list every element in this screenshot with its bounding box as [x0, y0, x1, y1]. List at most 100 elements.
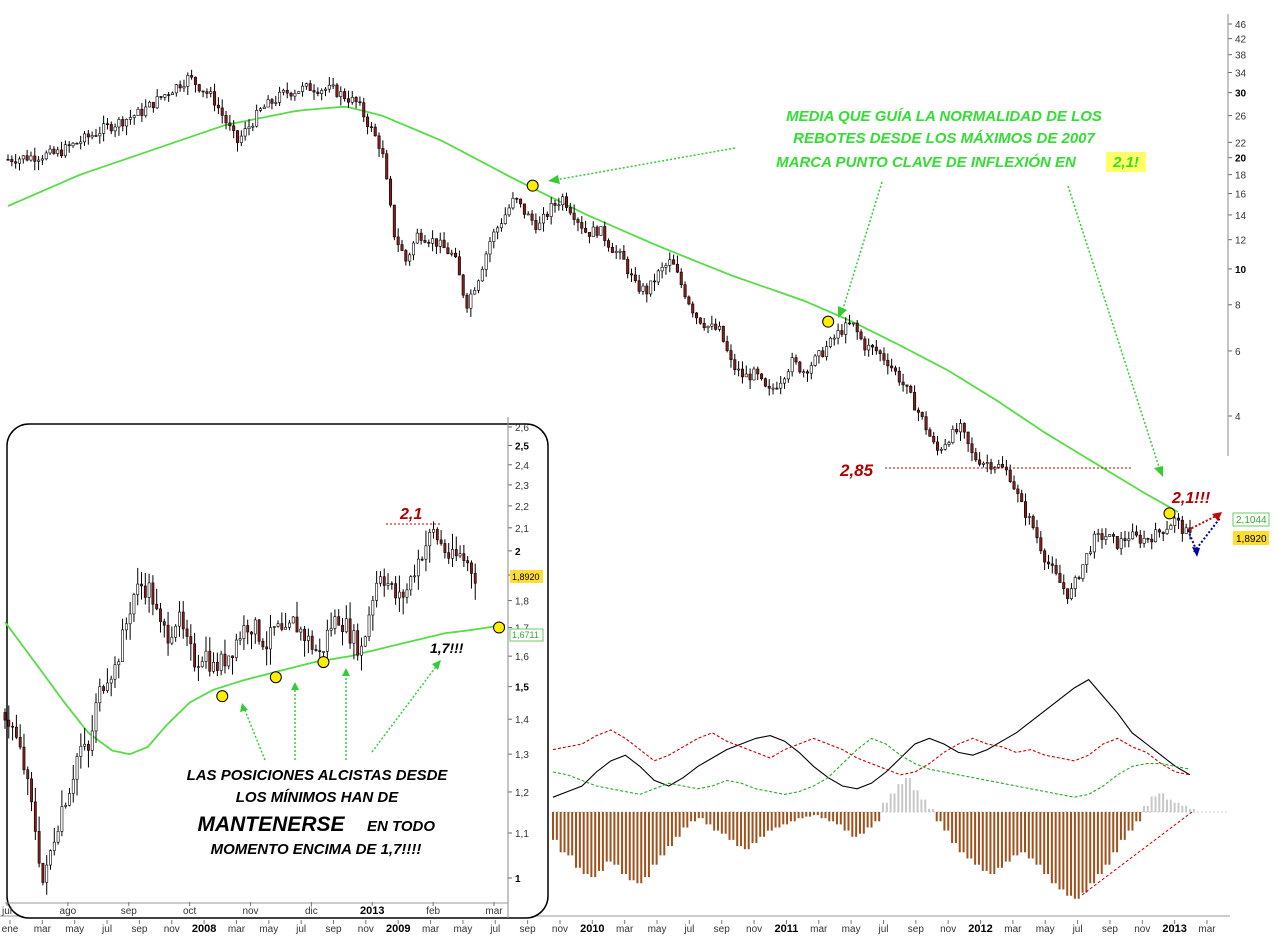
inset-candle	[109, 678, 113, 684]
inset-candle	[223, 653, 227, 667]
inset-annotation-line-4: EN TODO	[367, 818, 435, 835]
inset-candle	[466, 560, 470, 564]
main-candle	[859, 331, 863, 340]
main-candle	[817, 350, 821, 357]
main-candle	[1142, 538, 1146, 544]
inset-y-tick-label: 2,5	[515, 442, 529, 453]
main-candle	[672, 259, 676, 265]
inset-candle	[439, 539, 443, 544]
main-candle	[641, 285, 645, 292]
main-candle	[209, 91, 213, 94]
main-candle	[473, 290, 477, 295]
main-candle	[400, 244, 404, 251]
inset-candle	[18, 737, 22, 748]
inset-candle	[424, 545, 428, 560]
inset-candle	[7, 719, 11, 727]
main-x-tick-label: jul	[489, 924, 500, 935]
main-x-tick-label: nov	[746, 924, 762, 935]
main-candle	[985, 462, 989, 464]
main-candle	[1150, 538, 1154, 543]
inset-candle	[257, 619, 261, 642]
inset-candle	[288, 622, 291, 628]
inset-candle	[322, 651, 325, 653]
inset-candle	[68, 793, 71, 806]
main-candle	[270, 99, 274, 104]
main-annotation-highlight: 2,1!	[1112, 154, 1139, 171]
inset-candle	[405, 589, 409, 598]
inset-moving-average	[4, 621, 506, 756]
main-candle	[496, 227, 500, 233]
main-candle	[1027, 516, 1031, 518]
inset-candles	[3, 521, 477, 895]
main-candle	[323, 88, 327, 91]
main-x-tick-label: 2011	[774, 923, 798, 935]
main-candle	[981, 462, 985, 465]
main-candle	[844, 322, 848, 335]
main-candle	[381, 148, 385, 155]
main-candle	[266, 99, 270, 108]
inset-y-tick-label: 1,5	[515, 683, 529, 694]
main-candle	[530, 213, 534, 221]
main-candle	[1046, 561, 1050, 565]
main-candle	[760, 373, 764, 379]
main-candle	[373, 126, 377, 137]
main-candle	[1077, 577, 1081, 579]
inset-candle	[71, 778, 75, 794]
main-candle	[534, 220, 538, 230]
main-candle	[855, 322, 859, 333]
inset-candle	[276, 623, 280, 627]
main-candle	[966, 431, 970, 445]
main-x-tick-label: ene	[2, 924, 19, 935]
main-y-tick-label: 20	[1235, 154, 1247, 165]
main-candle	[193, 76, 197, 85]
main-x-tick-label: sep	[131, 924, 148, 935]
main-candle	[1089, 551, 1093, 554]
inset-candle	[329, 628, 333, 631]
inset-candle	[181, 611, 185, 630]
main-candle	[170, 92, 174, 95]
main-candle	[446, 247, 450, 255]
main-y-tick-label: 14	[1235, 211, 1247, 222]
main-candle	[916, 409, 920, 413]
inset-ma-value-label: 1,6711	[512, 630, 539, 640]
main-candle	[262, 106, 266, 109]
main-candle	[584, 227, 588, 233]
inset-annotation-line-1: LAS POSICIONES ALCISTAS DESDE	[187, 767, 449, 784]
inset-candle	[352, 630, 356, 644]
main-candle	[936, 441, 940, 451]
main-x-tick-label: sep	[325, 924, 342, 935]
main-x-tick-label: may	[453, 924, 472, 935]
main-candle	[140, 108, 144, 116]
main-candle	[163, 94, 167, 98]
inset-candle	[45, 864, 49, 883]
main-candle	[236, 130, 240, 143]
arrow-heads	[548, 175, 1163, 477]
main-candle	[346, 98, 350, 103]
inset-candle	[360, 645, 363, 656]
main-candle	[331, 84, 335, 87]
main-candle	[886, 359, 890, 367]
main-candle	[411, 242, 415, 256]
main-candle	[1039, 537, 1043, 552]
main-marker	[526, 179, 539, 192]
main-candle	[805, 371, 809, 374]
inset-annotation-line-2: LOS MÍNIMOS HAN DE	[236, 789, 399, 806]
inset-candle	[185, 628, 189, 637]
main-x-tick-label: jul	[877, 924, 888, 935]
main-candle	[821, 350, 825, 357]
main-candle	[668, 259, 672, 266]
main-ma-line	[7, 105, 1179, 513]
main-candle	[1016, 488, 1020, 494]
main-x-tick-label: nov	[1134, 924, 1150, 935]
main-y-tick-label: 10	[1235, 265, 1247, 276]
main-candle	[932, 436, 936, 443]
inset-candle	[117, 661, 121, 666]
main-candle	[660, 267, 664, 272]
main-candle	[702, 322, 706, 329]
main-y-tick-label: 18	[1235, 171, 1247, 182]
main-candle	[970, 443, 974, 453]
main-candle	[304, 83, 308, 87]
main-candle	[389, 178, 393, 206]
inset-candle	[284, 626, 288, 630]
inset-candle	[261, 640, 265, 648]
